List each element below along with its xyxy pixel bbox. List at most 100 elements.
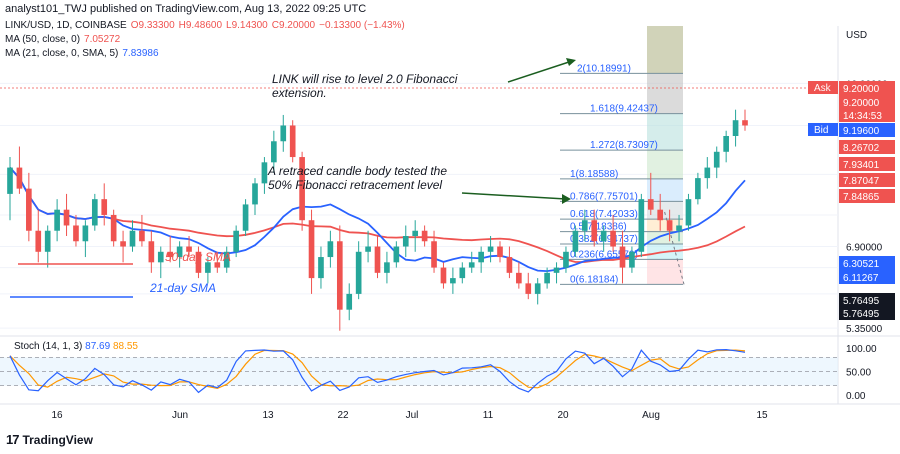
candle-body-33 [318, 257, 324, 279]
candle-body-39 [374, 246, 381, 273]
stoch-label: Stoch (14, 1, 3) [14, 341, 83, 352]
badge-tag-3 [808, 123, 838, 136]
chart-legend: LINK/USD, 1D, COINBASE O9.33300 H9.48600… [5, 19, 405, 61]
candle-body-46 [440, 267, 447, 284]
price-badge-4 [839, 140, 895, 154]
price-badge-value-9: 6.11267 [843, 273, 879, 284]
candle-body-17 [167, 251, 174, 258]
price-badge-value-7: 7.84865 [843, 192, 880, 203]
candle-body-56 [534, 283, 541, 294]
fib-zone-5 [647, 219, 683, 232]
candle-body-76 [723, 136, 729, 152]
candle-body-2 [26, 188, 32, 231]
annotation-top-line2: extension. [272, 86, 327, 100]
price-badge-2 [839, 108, 895, 122]
tradingview-brand[interactable]: 17 TradingView [6, 432, 93, 447]
fib-zone-2 [647, 150, 683, 179]
candle-body-3 [35, 230, 42, 252]
stoch-axis[interactable]: 100.00 50.00 0.00 [846, 344, 877, 402]
sma21-label: 21-day SMA [149, 281, 216, 295]
candle-body-75 [713, 151, 720, 168]
time-tick-1: Jun [172, 410, 188, 421]
fib-level-label-3: 1(8.18588) [570, 169, 618, 180]
price-axis[interactable]: 10.000006.900006.500005.35000Ask9.200009… [0, 79, 895, 335]
legend-ma21-row[interactable]: MA (21, close, 0, SMA, 5) 7.83986 [5, 47, 405, 61]
symbol-label[interactable]: LINK/USD, 1D, COINBASE [5, 20, 127, 31]
time-axis[interactable]: 16 Jun 13 22 Jul 11 20 Aug 15 [51, 410, 768, 421]
candle-body-16 [157, 251, 164, 263]
candle-body-68 [647, 199, 654, 210]
currency-label: USD [846, 30, 867, 41]
candle-body-38 [365, 246, 371, 252]
fib-level-label-1: 1.618(9.42437) [590, 104, 658, 115]
candle-body-71 [676, 225, 682, 231]
price-badge-value-8: 6.30521 [843, 259, 880, 270]
candle-body-35 [336, 241, 343, 310]
annotation-mid-line1: A retraced candle body tested the [267, 164, 447, 178]
time-tick-7: Aug [642, 410, 660, 421]
fib-extension-tool: 2(10.18991) 1.618(9.42437) 1.272(8.73097) 1… [560, 26, 685, 285]
stoch-k-value: 87.69 [85, 341, 111, 352]
stoch-tick-0: 100.00 [846, 344, 877, 355]
price-badge-value-11: 5.76495 [843, 309, 880, 320]
candle-body-31 [299, 157, 305, 221]
candle-body-14 [139, 230, 145, 242]
candle-body-58 [553, 267, 560, 273]
price-badge-10 [839, 293, 895, 307]
candle-body-52 [497, 246, 503, 258]
candle-body-4 [44, 230, 51, 252]
candle-body-6 [63, 209, 70, 226]
ohlc-high: H9.48600 [178, 20, 223, 31]
candle-body-10 [101, 199, 108, 215]
arrow-to-fib-2 [507, 58, 576, 83]
candle-body-37 [355, 251, 362, 294]
publisher-line: analyst101_TWJ published on TradingView.… [5, 3, 367, 15]
candle-body-30 [289, 125, 296, 158]
arrow-to-fib-50 [461, 192, 571, 204]
sma50-label: 50-day SMA [165, 250, 231, 264]
candle-body-51 [487, 246, 494, 252]
stoch-d-value: 88.55 [112, 341, 138, 352]
candle-body-0 [7, 167, 13, 194]
candle-body-26 [252, 183, 258, 205]
candle-body-44 [421, 230, 428, 242]
candle-body-29 [280, 125, 287, 142]
annotation-mid-line2: 50% Fibonacci retracement level [268, 178, 442, 192]
candle-body-78 [742, 120, 748, 126]
candle-body-74 [704, 167, 711, 179]
stoch-legend[interactable]: Stoch (14, 1, 3) 87.69 88.55 [14, 341, 138, 352]
fib-level-label-4: 0.786(7.75701) [570, 191, 638, 202]
fib-level-label-2: 1.272(8.73097) [590, 140, 658, 151]
candle-body-41 [393, 246, 400, 263]
candle-body-49 [468, 262, 475, 268]
candle-body-9 [91, 199, 98, 226]
ohlc-change: −0.13300 (−1.43%) [319, 20, 405, 31]
price-tick-1: 6.90000 [846, 243, 883, 254]
candle-body-73 [695, 178, 701, 200]
price-badge-11 [839, 306, 895, 320]
grid [0, 82, 838, 329]
badge-tag-label-0: Ask [814, 83, 832, 94]
candle-body-64 [610, 230, 616, 247]
brand-label: TradingView [22, 432, 93, 447]
candles [7, 109, 748, 331]
candle-body-47 [450, 278, 456, 284]
price-badge-0 [839, 81, 895, 95]
candle-body-7 [73, 225, 79, 242]
candle-body-11 [110, 214, 117, 242]
candle-body-13 [129, 230, 136, 247]
ma50-value: 7.05272 [84, 34, 121, 45]
candle-body-1 [16, 167, 23, 189]
candle-body-40 [384, 262, 390, 273]
price-tick-3: 5.35000 [846, 324, 883, 335]
candle-body-54 [516, 272, 522, 284]
legend-ma50-row[interactable]: MA (50, close, 0) 7.05272 [5, 33, 405, 47]
candle-body-60 [572, 230, 579, 252]
price-badge-value-3: 9.19600 [843, 126, 880, 137]
candle-body-8 [82, 225, 89, 242]
ma21-label: MA (21, close, 0, SMA, 5) [5, 48, 119, 59]
candle-body-72 [685, 199, 692, 226]
price-badge-value-4: 8.26702 [843, 143, 880, 154]
ohlc-low: L9.14300 [226, 20, 268, 31]
